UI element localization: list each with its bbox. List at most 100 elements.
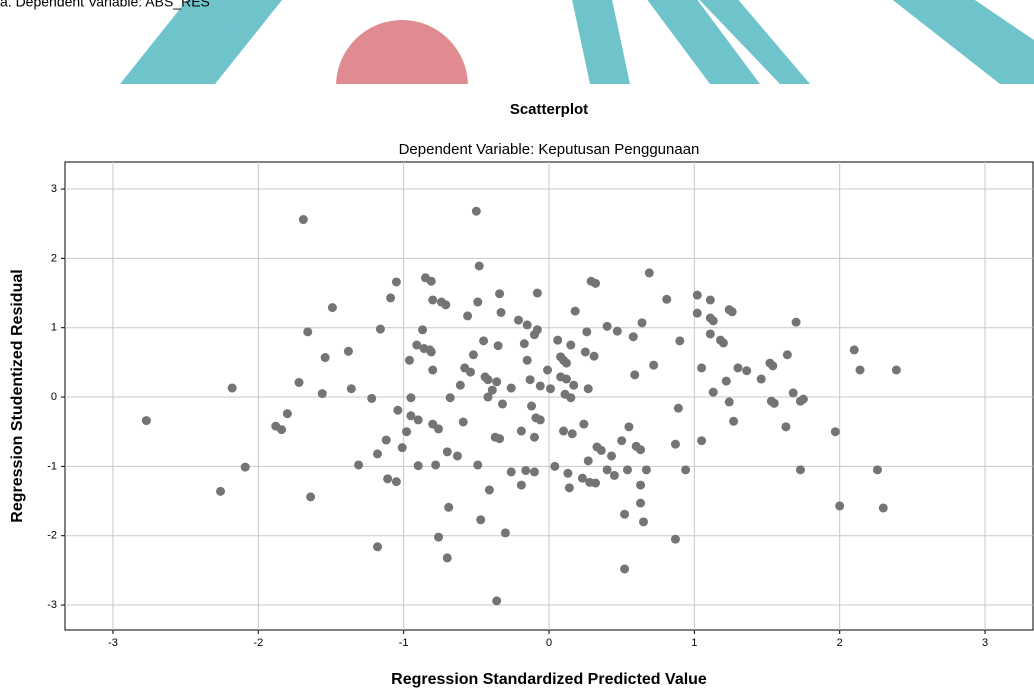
x-axis-label: Regression Standardized Predicted Value: [391, 671, 707, 688]
point: [543, 366, 552, 375]
point: [629, 332, 638, 341]
point: [277, 425, 286, 434]
point: [610, 471, 619, 480]
point: [697, 363, 706, 372]
point: [443, 447, 452, 456]
point: [398, 443, 407, 452]
point: [392, 277, 401, 286]
point: [405, 356, 414, 365]
point: [630, 370, 639, 379]
point: [768, 361, 777, 370]
point: [671, 535, 680, 544]
point: [623, 465, 632, 474]
point: [831, 427, 840, 436]
point: [376, 325, 385, 334]
point: [674, 404, 683, 413]
point: [536, 381, 545, 390]
point: [373, 449, 382, 458]
point: [706, 295, 715, 304]
point: [892, 366, 901, 375]
point: [783, 350, 792, 359]
point: [563, 469, 572, 478]
point: [517, 481, 526, 490]
point: [879, 503, 888, 512]
point: [495, 289, 504, 298]
point: [536, 415, 545, 424]
x-tick-label: -1: [399, 637, 409, 649]
point: [494, 341, 503, 350]
chart-title: Scatterplot: [510, 101, 588, 118]
point: [681, 465, 690, 474]
point: [475, 262, 484, 271]
point: [434, 533, 443, 542]
point: [283, 409, 292, 418]
point: [649, 361, 658, 370]
point: [347, 384, 356, 393]
point: [386, 293, 395, 302]
point: [507, 384, 516, 393]
point: [733, 363, 742, 372]
point: [456, 381, 465, 390]
chart-subtitle: Dependent Variable: Keputusan Penggunaan: [399, 141, 700, 158]
point: [568, 429, 577, 438]
point: [463, 311, 472, 320]
point: [620, 510, 629, 519]
point: [571, 307, 580, 316]
point: [706, 329, 715, 338]
point: [675, 336, 684, 345]
point: [492, 377, 501, 386]
point: [228, 384, 237, 393]
y-tick-label: 0: [51, 391, 57, 403]
footnote: a. Dependent Variable: ABS_RES: [0, 0, 210, 10]
point: [799, 395, 808, 404]
point: [476, 515, 485, 524]
point: [693, 291, 702, 300]
point: [321, 353, 330, 362]
point: [431, 460, 440, 469]
point: [434, 424, 443, 433]
point: [642, 465, 651, 474]
point: [645, 268, 654, 277]
point: [697, 436, 706, 445]
point: [303, 327, 312, 336]
point: [241, 463, 250, 472]
y-tick-label: -1: [47, 460, 57, 472]
point: [479, 336, 488, 345]
point: [546, 384, 555, 393]
point: [566, 393, 575, 402]
point: [792, 318, 801, 327]
point: [383, 474, 392, 483]
point: [725, 397, 734, 406]
y-tick-label: 1: [51, 322, 57, 334]
point: [392, 477, 401, 486]
point: [584, 384, 593, 393]
point: [607, 451, 616, 460]
point: [216, 487, 225, 496]
point: [444, 503, 453, 512]
point: [533, 289, 542, 298]
point: [873, 465, 882, 474]
point: [591, 279, 600, 288]
point: [639, 517, 648, 526]
point: [418, 325, 427, 334]
point: [582, 327, 591, 336]
point: [469, 350, 478, 359]
point: [757, 375, 766, 384]
point: [533, 325, 542, 334]
point: [591, 479, 600, 488]
point: [373, 542, 382, 551]
point: [459, 418, 468, 427]
point: [584, 456, 593, 465]
point: [530, 467, 539, 476]
point: [693, 309, 702, 318]
point: [617, 436, 626, 445]
point: [709, 316, 718, 325]
point: [306, 492, 315, 501]
point: [498, 399, 507, 408]
point: [318, 389, 327, 398]
point: [521, 466, 530, 475]
x-tick-label: 2: [837, 637, 843, 649]
point: [590, 352, 599, 361]
point: [562, 359, 571, 368]
point: [497, 308, 506, 317]
